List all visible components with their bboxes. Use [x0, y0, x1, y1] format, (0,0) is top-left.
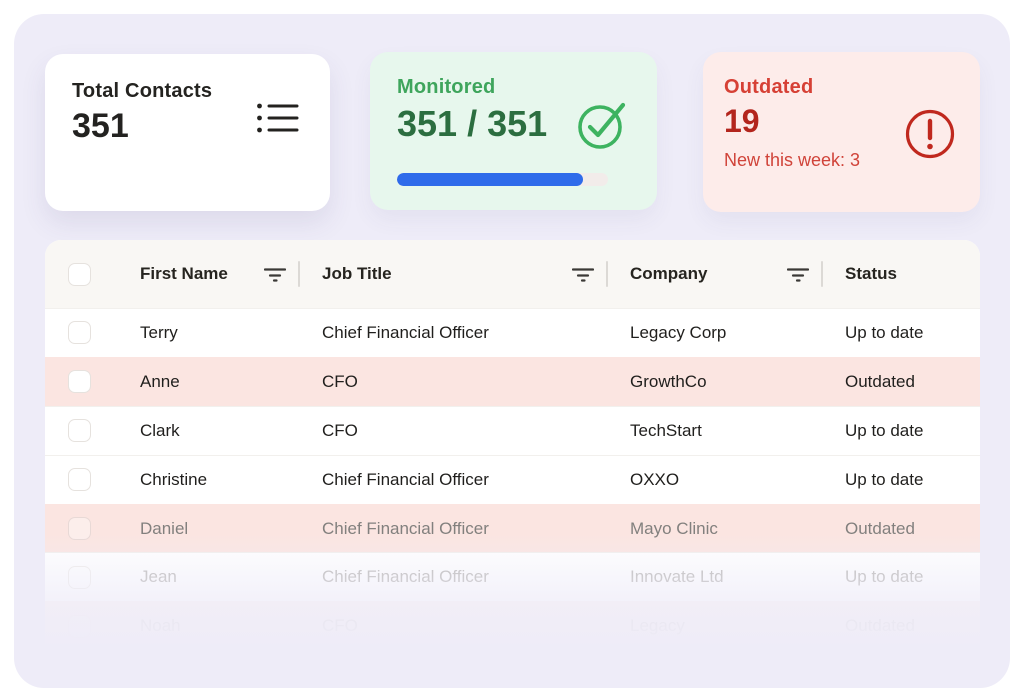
cell-first-name: Noah — [140, 616, 181, 636]
row-checkbox[interactable] — [68, 517, 91, 540]
table-row[interactable]: Clark CFO TechStart Up to date — [45, 405, 980, 455]
column-label: Job Title — [322, 264, 392, 283]
table-row[interactable]: Anne CFO GrowthCo Outdated — [45, 356, 980, 406]
table-header: First Name Job Title — [45, 240, 980, 308]
cell-job-title: CFO — [322, 616, 358, 636]
outdated-label: Outdated — [724, 76, 814, 98]
column-label: Status — [845, 264, 897, 283]
table-body: Terry Chief Financial Officer Legacy Cor… — [45, 308, 980, 651]
dashboard-panel: Total Contacts 351 Monitored 351 / 351 — [14, 14, 1010, 688]
check-circle-icon — [577, 97, 629, 156]
outdated-subtext: New this week: 3 — [724, 150, 861, 170]
row-checkbox[interactable] — [68, 468, 91, 492]
filter-icon[interactable] — [264, 267, 286, 282]
cell-first-name: Daniel — [140, 518, 189, 538]
column-label: First Name — [140, 264, 228, 283]
column-divider — [821, 261, 823, 287]
table-row[interactable]: Christine Chief Financial Officer OXXO U… — [45, 454, 980, 504]
table-row[interactable]: Noah CFO Legacy Outdated — [45, 601, 980, 651]
row-checkbox[interactable] — [68, 565, 91, 589]
outdated-value: 19 — [724, 103, 760, 139]
total-contacts-value: 351 — [72, 107, 129, 145]
monitored-value: 351 / 351 — [397, 103, 548, 144]
contacts-table: First Name Job Title — [45, 240, 980, 652]
total-contacts-card: Total Contacts 351 — [45, 54, 330, 211]
cell-company: TechStart — [630, 420, 702, 440]
monitored-card: Monitored 351 / 351 — [370, 52, 657, 210]
alert-circle-icon — [904, 108, 956, 165]
cell-first-name: Anne — [140, 371, 180, 391]
cell-company: Mayo Clinic — [630, 518, 718, 538]
column-header-company[interactable]: Company — [608, 240, 823, 308]
table-row[interactable]: Daniel Chief Financial Officer Mayo Clin… — [45, 503, 980, 553]
cell-first-name: Christine — [140, 469, 208, 489]
column-header-status[interactable]: Status — [823, 240, 980, 308]
outdated-card: Outdated 19 New this week: 3 — [703, 52, 980, 212]
select-all-checkbox[interactable] — [68, 262, 91, 286]
cell-status: Up to date — [845, 567, 924, 587]
row-checkbox[interactable] — [68, 419, 91, 443]
cell-status: Up to date — [845, 322, 924, 342]
cell-job-title: Chief Financial Officer — [322, 469, 489, 489]
cell-job-title: CFO — [322, 371, 358, 391]
monitored-progress-bar — [397, 173, 608, 186]
cell-company: Legacy — [630, 616, 685, 636]
cell-status: Outdated — [845, 518, 915, 538]
table-row[interactable]: Jean Chief Financial Officer Innovate Lt… — [45, 552, 980, 602]
cell-company: OXXO — [630, 469, 680, 489]
cell-company: Innovate Ltd — [630, 567, 724, 587]
row-checkbox[interactable] — [68, 321, 91, 345]
cell-company: Legacy Corp — [630, 322, 727, 342]
row-checkbox[interactable] — [68, 614, 91, 638]
cell-company: GrowthCo — [630, 371, 707, 391]
column-header-first-name[interactable]: First Name — [115, 240, 300, 308]
cell-job-title: CFO — [322, 420, 358, 440]
column-label: Company — [630, 264, 708, 283]
cell-first-name: Terry — [140, 322, 178, 342]
monitored-label: Monitored — [397, 76, 496, 98]
column-header-job-title[interactable]: Job Title — [300, 240, 608, 308]
table-row[interactable]: Terry Chief Financial Officer Legacy Cor… — [45, 308, 980, 357]
cell-job-title: Chief Financial Officer — [322, 518, 489, 538]
cell-job-title: Chief Financial Officer — [322, 322, 489, 342]
total-contacts-label: Total Contacts — [72, 80, 213, 102]
list-icon — [256, 100, 300, 141]
cell-status: Outdated — [845, 616, 915, 636]
filter-icon[interactable] — [787, 267, 809, 282]
cell-status: Up to date — [845, 469, 924, 489]
column-divider — [606, 261, 608, 287]
cell-first-name: Jean — [140, 567, 177, 587]
cell-job-title: Chief Financial Officer — [322, 567, 489, 587]
cell-status: Outdated — [845, 371, 915, 391]
cell-first-name: Clark — [140, 420, 180, 440]
row-checkbox[interactable] — [68, 370, 91, 394]
monitored-progress-fill — [397, 173, 583, 186]
filter-icon[interactable] — [572, 267, 594, 282]
column-divider — [298, 261, 300, 287]
cell-status: Up to date — [845, 420, 924, 440]
